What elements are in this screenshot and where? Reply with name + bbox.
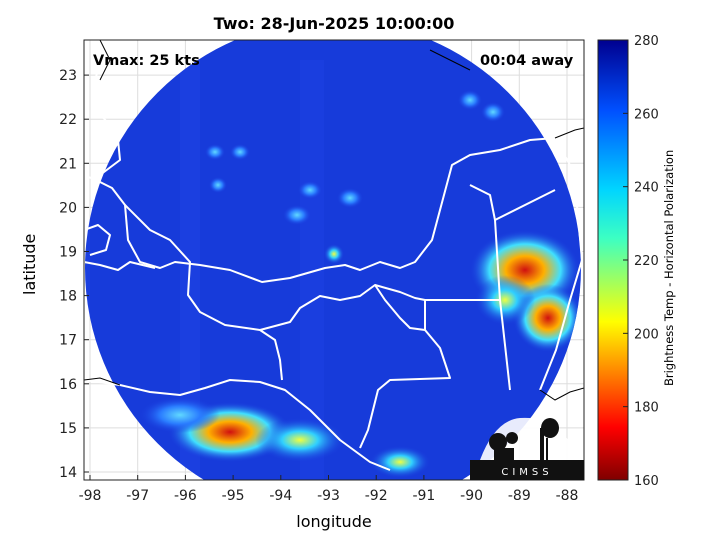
x-tick-label: -97 — [126, 488, 149, 504]
x-tick-label: -96 — [174, 488, 197, 504]
x-tick-label: -89 — [508, 488, 531, 504]
convection-cell — [255, 418, 345, 462]
cloud-feature — [298, 181, 322, 199]
x-tick-label: -88 — [556, 488, 579, 504]
y-tick-label: 19 — [59, 245, 77, 261]
cloud-feature — [230, 144, 250, 160]
y-tick-label: 16 — [59, 377, 77, 393]
x-tick-label: -90 — [460, 488, 483, 504]
x-tick-label: -91 — [412, 488, 435, 504]
cloud-feature — [283, 205, 311, 225]
y-tick-label: 14 — [59, 465, 77, 481]
colorbar-tick-label: 160 — [634, 474, 659, 489]
cimss-logo-text: CIMSS — [501, 467, 552, 478]
cloud-feature — [458, 90, 482, 110]
cloud-feature — [140, 397, 220, 433]
figure-title: Two: 28-Jun-2025 10:00:00 — [213, 14, 455, 33]
axes-frame — [83, 39, 585, 481]
convection-cell — [475, 275, 535, 325]
colorbar-tick-label: 220 — [634, 254, 659, 269]
x-tick-label: -92 — [365, 488, 388, 504]
x-tick-label: -98 — [79, 488, 102, 504]
y-tick-label: 18 — [59, 289, 77, 305]
x-tick-label: -95 — [222, 488, 245, 504]
x-axis-ticks: -98 -97 -96 -95 -94 -93 -92 -91 -90 -89 -88 — [79, 475, 579, 504]
cloud-feature — [324, 244, 344, 264]
x-tick-label: -93 — [317, 488, 340, 504]
x-tick-label: -94 — [269, 488, 292, 504]
cloud-feature — [205, 144, 225, 160]
cimss-logo: CIMSS — [470, 417, 584, 480]
colorbar-tick-label: 280 — [634, 34, 659, 49]
convection-cell — [370, 446, 430, 478]
colorbar-ticks: 280 260 240 220 200 180 160 — [623, 34, 659, 489]
y-tick-label: 23 — [59, 68, 77, 84]
y-tick-label: 15 — [59, 421, 77, 437]
coastlines — [84, 40, 583, 471]
vmax-annotation: Vmax: 25 kts — [93, 53, 200, 69]
cloud-feature — [337, 188, 363, 208]
y-tick-label: 17 — [59, 333, 77, 349]
y-axis-ticks: 14 15 16 17 18 19 20 21 22 23 — [59, 68, 89, 481]
colorbar-tick-label: 180 — [634, 401, 659, 416]
colorbar-tick-label: 240 — [634, 181, 659, 196]
y-axis-label: latitude — [20, 233, 39, 295]
colorbar-label: Brightness Temp - Horizontal Polarizatio… — [662, 149, 676, 386]
y-tick-label: 20 — [59, 200, 77, 216]
y-tick-label: 21 — [59, 156, 77, 172]
time-away-annotation: 00:04 away — [480, 53, 574, 69]
x-axis-label: longitude — [296, 512, 372, 531]
land-outlines — [84, 40, 584, 401]
y-tick-label: 22 — [59, 112, 77, 128]
colorbar-tick-label: 200 — [634, 327, 659, 342]
colorbar-tick-label: 260 — [634, 107, 659, 122]
cloud-feature — [209, 177, 227, 193]
cloud-feature — [481, 102, 505, 122]
